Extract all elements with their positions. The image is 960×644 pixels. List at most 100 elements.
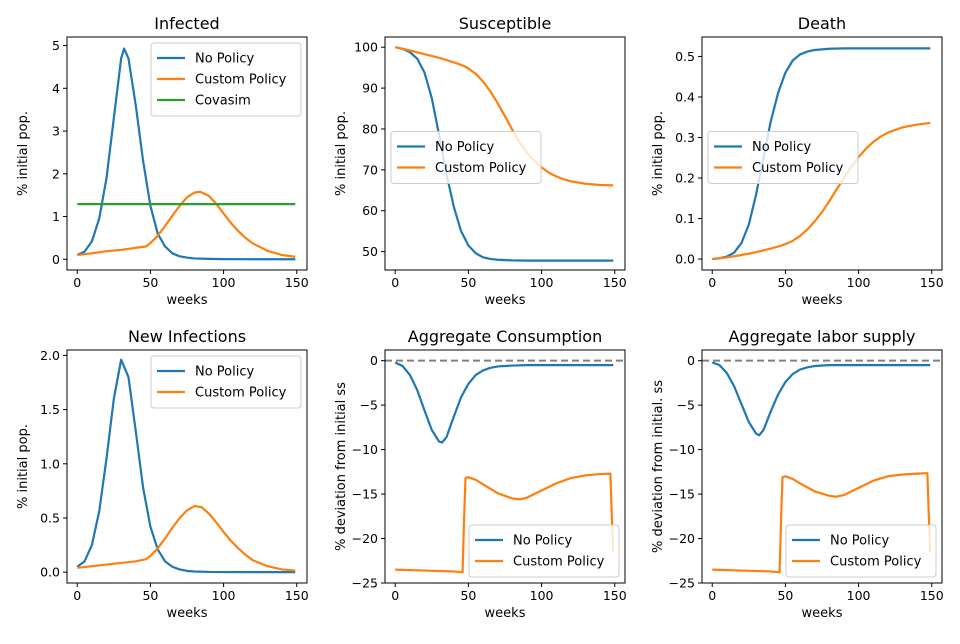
y-tick-label: 0.4 xyxy=(675,89,695,104)
y-tick-label: 0.1 xyxy=(675,211,695,226)
chart-title: Infected xyxy=(154,14,219,33)
y-axis-label: % deviation from initial. ss xyxy=(651,380,666,553)
series-line-custom-policy xyxy=(712,472,932,574)
y-tick-label: 0.5 xyxy=(675,49,695,64)
x-axis-label: weeks xyxy=(485,293,526,308)
legend: No Policy Custom Policy xyxy=(468,524,620,578)
subplot-1: 0 50 100 150 0 1 2 3 4 5 Infected weeks % initial po… xyxy=(16,14,309,308)
x-tick-label: 100 xyxy=(847,588,871,603)
y-tick-label: −25 xyxy=(669,576,695,591)
y-tick-label: 70 xyxy=(362,162,378,177)
legend-entry: Custom Policy xyxy=(435,161,527,176)
x-axis-label: weeks xyxy=(485,606,526,621)
series-line-no-policy xyxy=(76,47,296,261)
y-axis-label: % initial pop. xyxy=(334,111,349,196)
series-line-no-policy xyxy=(395,46,614,262)
y-tick-label: 0.0 xyxy=(675,252,695,267)
x-tick-label: 100 xyxy=(847,275,871,290)
y-tick-label: 1.5 xyxy=(40,402,60,417)
series-line-custom-policy xyxy=(712,121,931,261)
chart-title: Susceptible xyxy=(459,14,552,33)
y-tick-label: 5 xyxy=(52,38,60,53)
series-line-no-policy xyxy=(712,47,931,261)
x-axis-label: weeks xyxy=(167,606,208,621)
series-line-custom-policy xyxy=(77,504,296,572)
series-line-custom-policy xyxy=(395,472,615,574)
legend: No Policy Custom Policy Covasim xyxy=(150,42,302,117)
legend: No Policy Custom Policy xyxy=(785,524,937,578)
y-axis-label: % initial pop. xyxy=(16,424,31,509)
series-line-no-policy xyxy=(76,358,296,574)
x-tick-label: 100 xyxy=(212,275,236,290)
y-tick-label: −20 xyxy=(352,531,378,546)
x-tick-label: 0 xyxy=(391,588,399,603)
x-tick-label: 0 xyxy=(708,275,716,290)
y-tick-label: −10 xyxy=(669,442,695,457)
series-line-custom-policy xyxy=(77,190,296,258)
legend-entry: No Policy xyxy=(752,140,812,155)
legend-entry: Custom Policy xyxy=(195,73,287,88)
chart-title: Aggregate Consumption xyxy=(408,327,602,346)
axes-frame xyxy=(66,36,308,271)
subplot-4: 0 50 100 150 0.0 0.5 1.0 1.5 2.0 New Infections we… xyxy=(16,327,309,621)
y-tick-label: 1 xyxy=(52,209,60,224)
legend-entry: No Policy xyxy=(513,534,573,549)
chart-title: Aggregate labor supply xyxy=(728,327,915,346)
y-tick-label: 2 xyxy=(52,166,60,181)
y-tick-label: 0.0 xyxy=(40,565,60,580)
x-tick-label: 0 xyxy=(73,588,81,603)
x-tick-label: 100 xyxy=(530,275,554,290)
y-tick-label: 0 xyxy=(687,353,695,368)
x-tick-label: 100 xyxy=(530,588,554,603)
x-tick-label: 0 xyxy=(391,275,399,290)
y-tick-label: −20 xyxy=(669,531,695,546)
chart-title: New Infections xyxy=(128,327,246,346)
y-tick-label: 100 xyxy=(354,40,378,55)
legend-entry: No Policy xyxy=(830,534,890,549)
y-tick-label: 0.3 xyxy=(675,130,695,145)
legend: No Policy Custom Policy xyxy=(390,131,542,184)
x-tick-label: 100 xyxy=(212,588,236,603)
series-line-custom-policy xyxy=(395,46,614,187)
axes-frame xyxy=(701,36,943,271)
legend-entry: Custom Policy xyxy=(830,555,922,570)
x-tick-label: 150 xyxy=(603,588,627,603)
axes-frame xyxy=(701,349,943,584)
y-tick-label: −25 xyxy=(352,576,378,591)
y-tick-label: −5 xyxy=(677,398,695,413)
axes-frame xyxy=(66,349,308,584)
x-axis-label: weeks xyxy=(802,293,843,308)
axes-frame xyxy=(384,349,626,584)
y-tick-label: 90 xyxy=(362,81,378,96)
y-axis-label: % initial pop. xyxy=(16,111,31,196)
x-tick-label: 150 xyxy=(285,275,309,290)
x-tick-label: 0 xyxy=(708,588,716,603)
legend-entry: Custom Policy xyxy=(752,161,844,176)
x-tick-label: 0 xyxy=(73,275,81,290)
x-tick-label: 50 xyxy=(142,275,158,290)
y-axis-label: % deviation from initial ss xyxy=(334,382,349,551)
x-tick-label: 150 xyxy=(920,588,944,603)
subplot-3: 0 50 100 150 0.0 0.1 0.2 0.3 0.4 0.5 Death weeks % i… xyxy=(651,14,944,308)
x-tick-label: 150 xyxy=(285,588,309,603)
x-tick-label: 150 xyxy=(920,275,944,290)
legend-entry: Custom Policy xyxy=(195,386,287,401)
y-tick-label: 60 xyxy=(362,203,378,218)
series-line-no-policy xyxy=(711,361,931,437)
legend-entry: No Policy xyxy=(435,140,495,155)
series-line-no-policy xyxy=(394,361,614,444)
y-tick-label: 3 xyxy=(52,124,60,139)
subplot-2: 0 50 100 150 50 60 70 80 90 100 Susceptible weeks % … xyxy=(334,14,627,308)
legend: No Policy Custom Policy xyxy=(150,355,302,409)
x-axis-label: weeks xyxy=(167,293,208,308)
subplot-6: 0 50 100 150 0 −5 −10 −15 −20 −25 Aggregate labor … xyxy=(651,327,944,621)
y-tick-label: −15 xyxy=(352,487,378,502)
y-tick-label: 0.2 xyxy=(675,171,695,186)
x-tick-label: 50 xyxy=(460,275,476,290)
y-tick-label: 0.5 xyxy=(40,510,60,525)
legend-entry: Covasim xyxy=(195,94,251,109)
x-tick-label: 50 xyxy=(142,588,158,603)
y-tick-label: 0 xyxy=(370,353,378,368)
subplot-5: 0 50 100 150 0 −5 −10 −15 −20 −25 Aggregate Consum… xyxy=(334,327,627,621)
